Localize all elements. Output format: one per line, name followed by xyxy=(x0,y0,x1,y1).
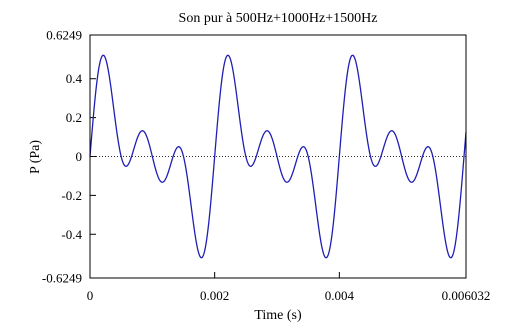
data-point xyxy=(233,172,234,173)
x-tick-label: 0 xyxy=(87,288,94,303)
data-point xyxy=(264,269,265,270)
data-point xyxy=(195,140,196,141)
x-axis-ticks: 0 0.002 0.004 0.006032 xyxy=(87,272,491,303)
data-point xyxy=(189,162,190,163)
x-tick-label: 0.004 xyxy=(325,288,355,303)
data-point xyxy=(345,182,346,183)
y-axis-label: P (Pa) xyxy=(28,140,43,174)
data-point xyxy=(320,140,321,141)
data-point xyxy=(183,167,184,168)
data-point xyxy=(245,145,246,146)
y-tick-label: 0.6249 xyxy=(46,28,82,43)
data-point xyxy=(401,156,402,157)
data-point xyxy=(382,223,383,224)
data-point xyxy=(239,150,240,151)
data-point xyxy=(395,260,396,261)
data-point xyxy=(438,162,439,163)
data-point xyxy=(414,43,415,44)
data-point xyxy=(389,269,390,270)
data-point xyxy=(314,162,315,163)
data-point xyxy=(158,52,159,53)
data-point xyxy=(370,145,371,146)
data-point xyxy=(295,89,296,90)
data-point xyxy=(133,223,134,224)
data-point xyxy=(96,182,97,183)
data-point xyxy=(432,167,433,168)
data-point xyxy=(457,130,458,131)
data-point xyxy=(227,187,228,188)
y-tick-label: -0.6249 xyxy=(42,271,82,286)
y-tick-label: -0.4 xyxy=(61,227,82,242)
data-point xyxy=(463,156,464,157)
data-point xyxy=(170,89,171,90)
data-point xyxy=(208,130,209,131)
data-point xyxy=(420,89,421,90)
data-point xyxy=(376,170,377,171)
data-point xyxy=(127,170,128,171)
data-point xyxy=(102,187,103,188)
data-point xyxy=(220,182,221,183)
x-tick-label: 0.002 xyxy=(200,288,229,303)
data-point xyxy=(114,150,115,151)
y-tick-label: 0.2 xyxy=(66,110,82,125)
data-point xyxy=(177,142,178,143)
y-axis-ticks: 0.6249 0.4 0.2 0 -0.2 -0.4 -0.6249 xyxy=(42,28,96,286)
data-point xyxy=(214,156,215,157)
data-point xyxy=(251,170,252,171)
x-tick-label: 0.006032 xyxy=(442,288,491,303)
data-point xyxy=(445,140,446,141)
data-point xyxy=(258,223,259,224)
data-point xyxy=(357,172,358,173)
plot-area-frame xyxy=(89,34,467,279)
data-point xyxy=(146,260,147,261)
data-point xyxy=(270,260,271,261)
y-tick-label: 0 xyxy=(76,149,83,164)
y-tick-label: -0.2 xyxy=(61,188,82,203)
data-point xyxy=(289,43,290,44)
chart-title: Son pur à 500Hz+1000Hz+1500Hz xyxy=(179,11,378,26)
series-line xyxy=(89,54,467,259)
data-point xyxy=(164,43,165,44)
data-point xyxy=(202,125,203,126)
data-point xyxy=(339,156,340,157)
data-point xyxy=(276,156,277,157)
data-point xyxy=(407,52,408,53)
data-point xyxy=(426,142,427,143)
data-point xyxy=(108,172,109,173)
data-point xyxy=(364,150,365,151)
x-axis-label: Time (s) xyxy=(254,308,302,323)
data-point xyxy=(326,125,327,126)
data-point xyxy=(139,269,140,270)
data-point xyxy=(283,52,284,53)
data-point xyxy=(121,145,122,146)
data-point xyxy=(451,125,452,126)
data-point xyxy=(301,142,302,143)
data-point xyxy=(308,167,309,168)
data-point xyxy=(333,130,334,131)
data-point xyxy=(152,156,153,157)
y-tick-label: 0.4 xyxy=(66,71,83,86)
data-point xyxy=(351,187,352,188)
